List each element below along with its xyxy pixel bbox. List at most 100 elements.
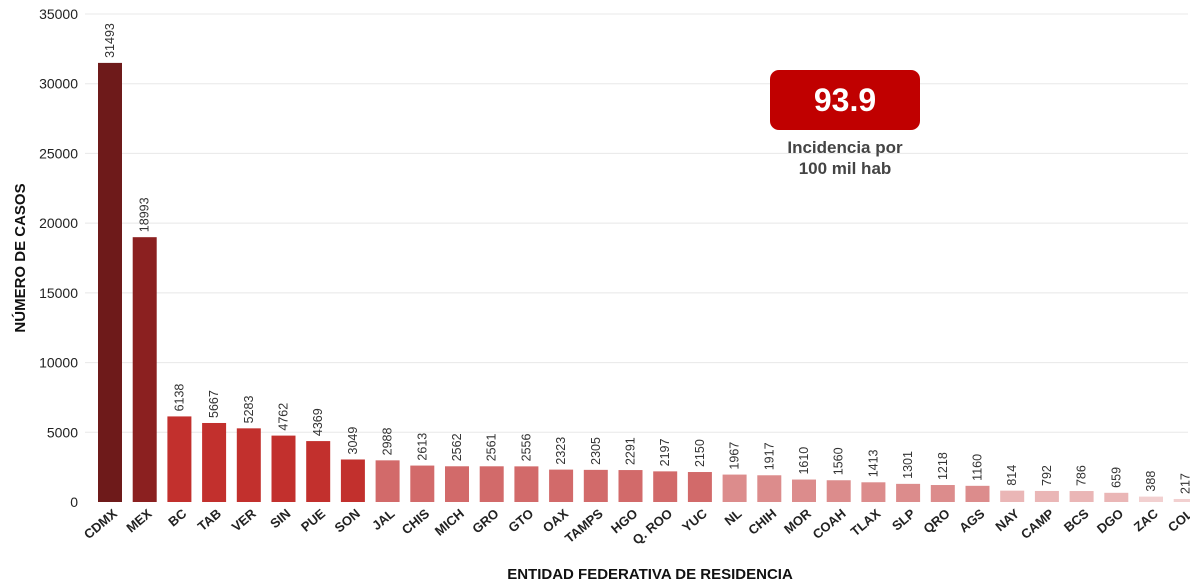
bar-value-label: 5283 [242,395,256,423]
x-tick-label: VER [229,505,260,534]
x-tick-label: SON [332,506,363,536]
bar [479,466,504,502]
x-tick-label: GRO [469,506,501,537]
bar-value-label: 2150 [693,439,707,467]
x-tick-label: PUE [298,506,328,535]
bar-value-label: 2562 [450,433,464,461]
bar-value-label: 792 [1040,465,1054,486]
bar-value-label: 2197 [658,439,672,467]
bar [1034,490,1059,502]
x-tick-label: SLP [889,506,918,534]
y-tick-label: 30000 [39,76,78,92]
y-tick-label: 0 [70,494,78,510]
x-tick-label: ZAC [1131,505,1162,534]
bar [792,479,816,502]
incidence-caption-line1: Incidencia por [787,138,903,157]
bar [514,466,539,502]
y-tick-label: 15000 [39,285,78,301]
y-axis-title: NÚMERO DE CASOS [11,183,29,332]
x-axis-ticks: CDMX MEX BC TAB VER SIN PUE SON JAL CHIS MICH GRO GT… [81,505,1190,547]
x-tick-label: YUC [679,505,710,535]
bar-value-label: 2305 [589,437,603,465]
bar-value-label: 1610 [797,447,811,475]
bar-value-label: 2613 [415,433,429,461]
bar-value-label: 6138 [172,384,186,412]
bar [653,471,678,502]
bar-value-label: 1301 [901,451,915,479]
bar-value-label: 2988 [381,427,395,455]
bar [167,416,192,502]
bar [618,470,643,502]
x-tick-label: TAMPS [562,506,606,546]
x-tick-label: JAL [369,506,398,533]
bar [375,460,400,502]
bar [306,441,331,502]
bar [1173,498,1190,502]
bar [1069,491,1094,502]
bar-value-label: 3049 [346,427,360,455]
bar [1139,496,1163,502]
bar-value-label: 18993 [138,197,152,232]
bar [271,435,296,502]
bar-value-label: 217 [1179,473,1190,494]
x-axis-title: ENTIDAD FEDERATIVA DE RESIDENCIA [507,566,793,583]
x-tick-label: MEX [123,506,154,536]
bar-value-label: 1218 [936,452,950,480]
y-tick-label: 25000 [39,145,78,161]
y-axis-ticks: 0 5000 10000 15000 20000 25000 30000 35000 [39,6,78,510]
bar-value-label: 1413 [866,449,880,477]
bar [687,472,712,502]
x-tick-label: SIN [267,506,293,531]
bar [98,62,122,503]
x-tick-label: MICH [432,506,467,539]
x-tick-label: CDMX [81,506,120,542]
bar-value-label: 31493 [103,23,117,58]
data-labels: 31493 18993 6138 5667 5283 4762 4369 3049 2988 26… [103,23,1190,494]
bar-value-label: 814 [1005,465,1019,486]
x-tick-label: AGS [956,506,987,536]
x-tick-label: BCS [1061,506,1092,535]
bar [445,466,469,502]
bar [965,485,990,502]
bar-value-label: 1967 [728,442,742,470]
bar-value-label: 4369 [311,408,325,436]
bar [722,474,747,502]
incidence-caption: Incidencia por 100 mil hab [745,137,945,179]
incidence-value-box: 93.9 [770,70,920,130]
bar [861,482,886,502]
bar-value-label: 1160 [971,454,985,481]
bar-value-label: 5667 [207,390,221,418]
bar [583,469,608,502]
bar [410,465,435,502]
gridlines [85,13,1188,433]
x-tick-label: Q. ROO [630,506,676,548]
bar-value-label: 786 [1075,465,1089,486]
x-tick-label: TLAX [848,506,884,540]
x-tick-label: NL [722,506,745,529]
x-tick-label: BC [165,505,189,529]
bar [930,485,955,502]
bar-value-label: 2323 [554,437,568,465]
x-tick-label: DGO [1094,506,1126,537]
bars [98,62,1190,503]
bar-value-label: 659 [1109,467,1123,488]
bar-value-label: 1560 [832,447,846,475]
x-tick-label: CAMP [1018,506,1057,542]
bar [236,428,261,502]
x-tick-label: COL [1165,506,1190,535]
bar [340,459,365,502]
bar [1104,492,1129,502]
bar-value-label: 388 [1144,471,1158,492]
x-tick-label: TAB [195,506,224,534]
y-tick-label: 5000 [47,424,78,440]
y-tick-label: 10000 [39,355,78,371]
incidence-value: 93.9 [813,81,877,118]
x-tick-label: GTO [505,506,536,535]
bar [202,422,227,502]
bar [1000,490,1025,502]
bar-value-label: 4762 [277,403,291,431]
x-tick-label: COAH [810,506,849,542]
x-tick-label: CHIS [399,506,433,538]
bar [826,480,851,502]
